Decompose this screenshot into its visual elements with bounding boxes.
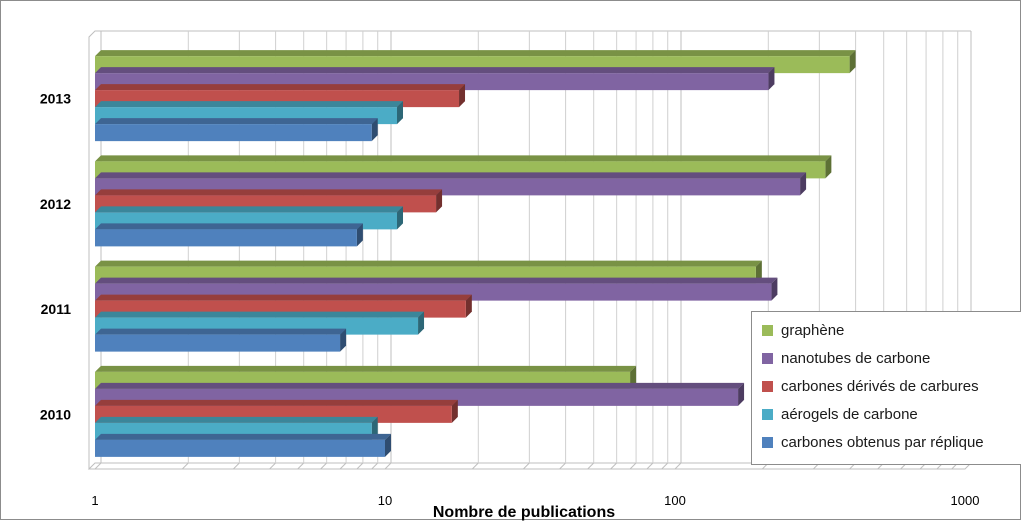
floor-gridline — [371, 462, 379, 470]
bar-top-face — [95, 223, 363, 230]
category-label: 2010 — [40, 406, 71, 422]
bar-top-face — [95, 172, 807, 179]
bar-end-face — [451, 399, 458, 423]
bar-top-face — [95, 311, 425, 318]
floor-gridline — [661, 462, 669, 470]
bar-end-face — [738, 382, 745, 406]
bar-top-face — [95, 365, 637, 372]
bar-group-2013 — [95, 50, 856, 142]
legend-swatch — [762, 380, 773, 392]
legend-item: nanotubes de carbone — [762, 344, 1021, 372]
floor-gridline — [587, 462, 595, 470]
bar-group-2012 — [95, 155, 832, 247]
bar-group-2010 — [95, 365, 745, 457]
bar-end-face — [768, 67, 775, 91]
floor-gridline — [471, 462, 479, 470]
category-labels: 2013 2012 2011 2010 — [40, 91, 71, 423]
bar-top-face — [95, 155, 832, 162]
floor-gridline — [320, 462, 328, 470]
legend-label: graphène — [781, 321, 845, 339]
bar-end-face — [418, 311, 425, 335]
bar-top-face — [95, 382, 745, 389]
bar-front-face — [95, 334, 341, 352]
bar-end-face — [371, 118, 378, 142]
category-label: 2012 — [40, 196, 71, 212]
bar-end-face — [356, 223, 363, 247]
legend-item: aérogels de carbone — [762, 400, 1021, 428]
floor-gridline — [356, 462, 364, 470]
legend-swatch — [762, 352, 773, 364]
bar-top-face — [95, 101, 404, 108]
bar-end-face — [397, 101, 404, 125]
legend-item: carbones dérivés de carbures — [762, 372, 1021, 400]
bar-top-face — [95, 433, 391, 440]
floor-gridline — [384, 462, 392, 470]
bar-top-face — [95, 206, 404, 213]
x-tick-labels: 1 10 100 1000 — [91, 493, 979, 508]
floor-gridline — [181, 462, 189, 470]
bar-front-face — [95, 229, 357, 247]
legend-swatch — [762, 408, 773, 420]
bar-top-face — [95, 189, 443, 196]
floor-gridline — [339, 462, 347, 470]
bar-end-face — [800, 172, 807, 196]
floor-gridline — [523, 462, 530, 470]
bar-end-face — [849, 50, 856, 74]
x-tick-label: 10 — [378, 493, 392, 508]
category-label: 2011 — [41, 301, 72, 317]
bar-top-face — [95, 277, 778, 284]
floor-gridline — [559, 462, 566, 470]
floor-gridline — [646, 462, 654, 470]
bar-top-face — [95, 399, 458, 406]
legend-label: nanotubes de carbone — [781, 349, 931, 367]
bar-end-face — [825, 155, 832, 179]
legend-label: carbones obtenus par réplique — [781, 433, 984, 451]
bar-group-2011 — [95, 260, 778, 352]
legend-swatch — [762, 324, 773, 336]
bar-top-face — [95, 260, 762, 267]
x-tick-label: 1000 — [951, 493, 980, 508]
bar-end-face — [465, 294, 472, 318]
bar-top-face — [95, 416, 378, 423]
bar-end-face — [340, 328, 347, 352]
bar-end-face — [436, 189, 443, 213]
x-tick-label: 100 — [664, 493, 686, 508]
x-tick-label: 1 — [91, 493, 98, 508]
bars — [95, 50, 856, 457]
bar-front-face — [95, 439, 385, 457]
legend-label: carbones dérivés de carbures — [781, 377, 979, 395]
bar — [95, 328, 347, 352]
back-wall-edge — [88, 30, 971, 469]
legend-swatch — [762, 436, 773, 448]
bar-top-face — [95, 294, 472, 301]
legend-label: aérogels de carbone — [781, 405, 918, 423]
floor-gridline — [610, 462, 618, 470]
legend-item: graphène — [762, 316, 1021, 344]
bar-top-face — [95, 118, 378, 125]
bar-top-face — [95, 67, 775, 74]
floor-gridline — [233, 462, 240, 470]
bar-top-face — [95, 328, 347, 335]
bar-end-face — [771, 277, 778, 301]
legend: graphène nanotubes de carbone carbones dér… — [751, 311, 1021, 465]
bar-end-face — [459, 84, 466, 108]
bar-end-face — [397, 206, 404, 230]
bar-top-face — [95, 84, 466, 91]
bar-front-face — [95, 124, 372, 142]
floor-gridline — [94, 462, 102, 470]
floor-gridline — [674, 462, 682, 470]
bar — [95, 433, 391, 457]
x-axis-title: Nombre de publications — [433, 504, 615, 521]
legend-item: carbones obtenus par réplique — [762, 428, 1021, 456]
category-label: 2013 — [40, 91, 71, 107]
bar-end-face — [385, 433, 391, 457]
bar — [95, 223, 363, 247]
floor-gridline — [629, 462, 637, 470]
bar — [95, 118, 378, 142]
bar-top-face — [95, 50, 856, 57]
floor-gridline — [297, 462, 305, 470]
floor-gridline — [269, 462, 276, 470]
